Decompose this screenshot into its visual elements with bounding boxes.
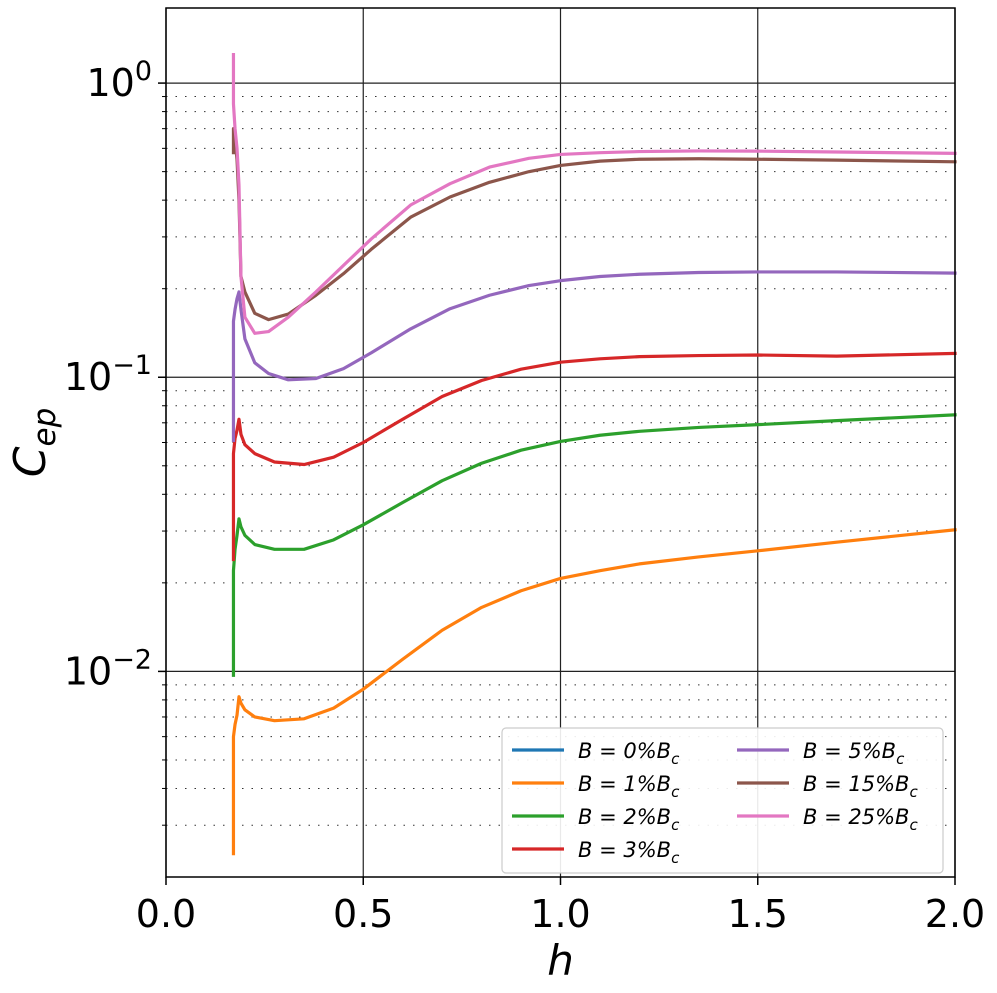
x-tick-label: 1.0	[530, 892, 590, 936]
tick-layer: 0.0 0.5 1.0 1.5 2.0 100 10−1 10−2	[64, 56, 985, 936]
legend-label-1: B = 1%Bc	[578, 772, 680, 801]
series-line-1	[231, 528, 957, 856]
series-line-2	[231, 413, 957, 677]
x-tick-label: 0.5	[333, 892, 393, 936]
x-tick-label: 0.0	[136, 892, 196, 936]
series-line-5	[231, 127, 957, 322]
y-axis-label: Cep	[5, 408, 63, 477]
x-tick-label: 1.5	[728, 892, 788, 936]
series-line-3	[231, 351, 957, 562]
legend-label-6: B = 25%Bc	[803, 805, 918, 834]
series-line-4	[231, 270, 957, 442]
axis-label-layer: h Cep	[5, 408, 574, 985]
legend-box	[501, 727, 944, 874]
x-axis-label: h	[547, 936, 574, 985]
legend-label-5: B = 15%Bc	[803, 772, 918, 801]
legend-label-4: B = 5%Bc	[803, 739, 905, 768]
y-tick-label: 100	[86, 56, 152, 105]
series-line-6	[231, 52, 957, 335]
legend-label-3: B = 3%Bc	[578, 838, 680, 867]
legend: B = 0%Bc B = 1%Bc B = 2%Bc B = 3%Bc B = 5%Bc…	[501, 727, 944, 874]
y-tick-label: 10−2	[64, 644, 152, 693]
x-tick-label: 2.0	[925, 892, 985, 936]
legend-label-0: B = 0%Bc	[578, 739, 680, 768]
legend-label-2: B = 2%Bc	[578, 805, 680, 834]
series-layer	[231, 52, 957, 856]
y-tick-label: 10−1	[64, 350, 152, 399]
